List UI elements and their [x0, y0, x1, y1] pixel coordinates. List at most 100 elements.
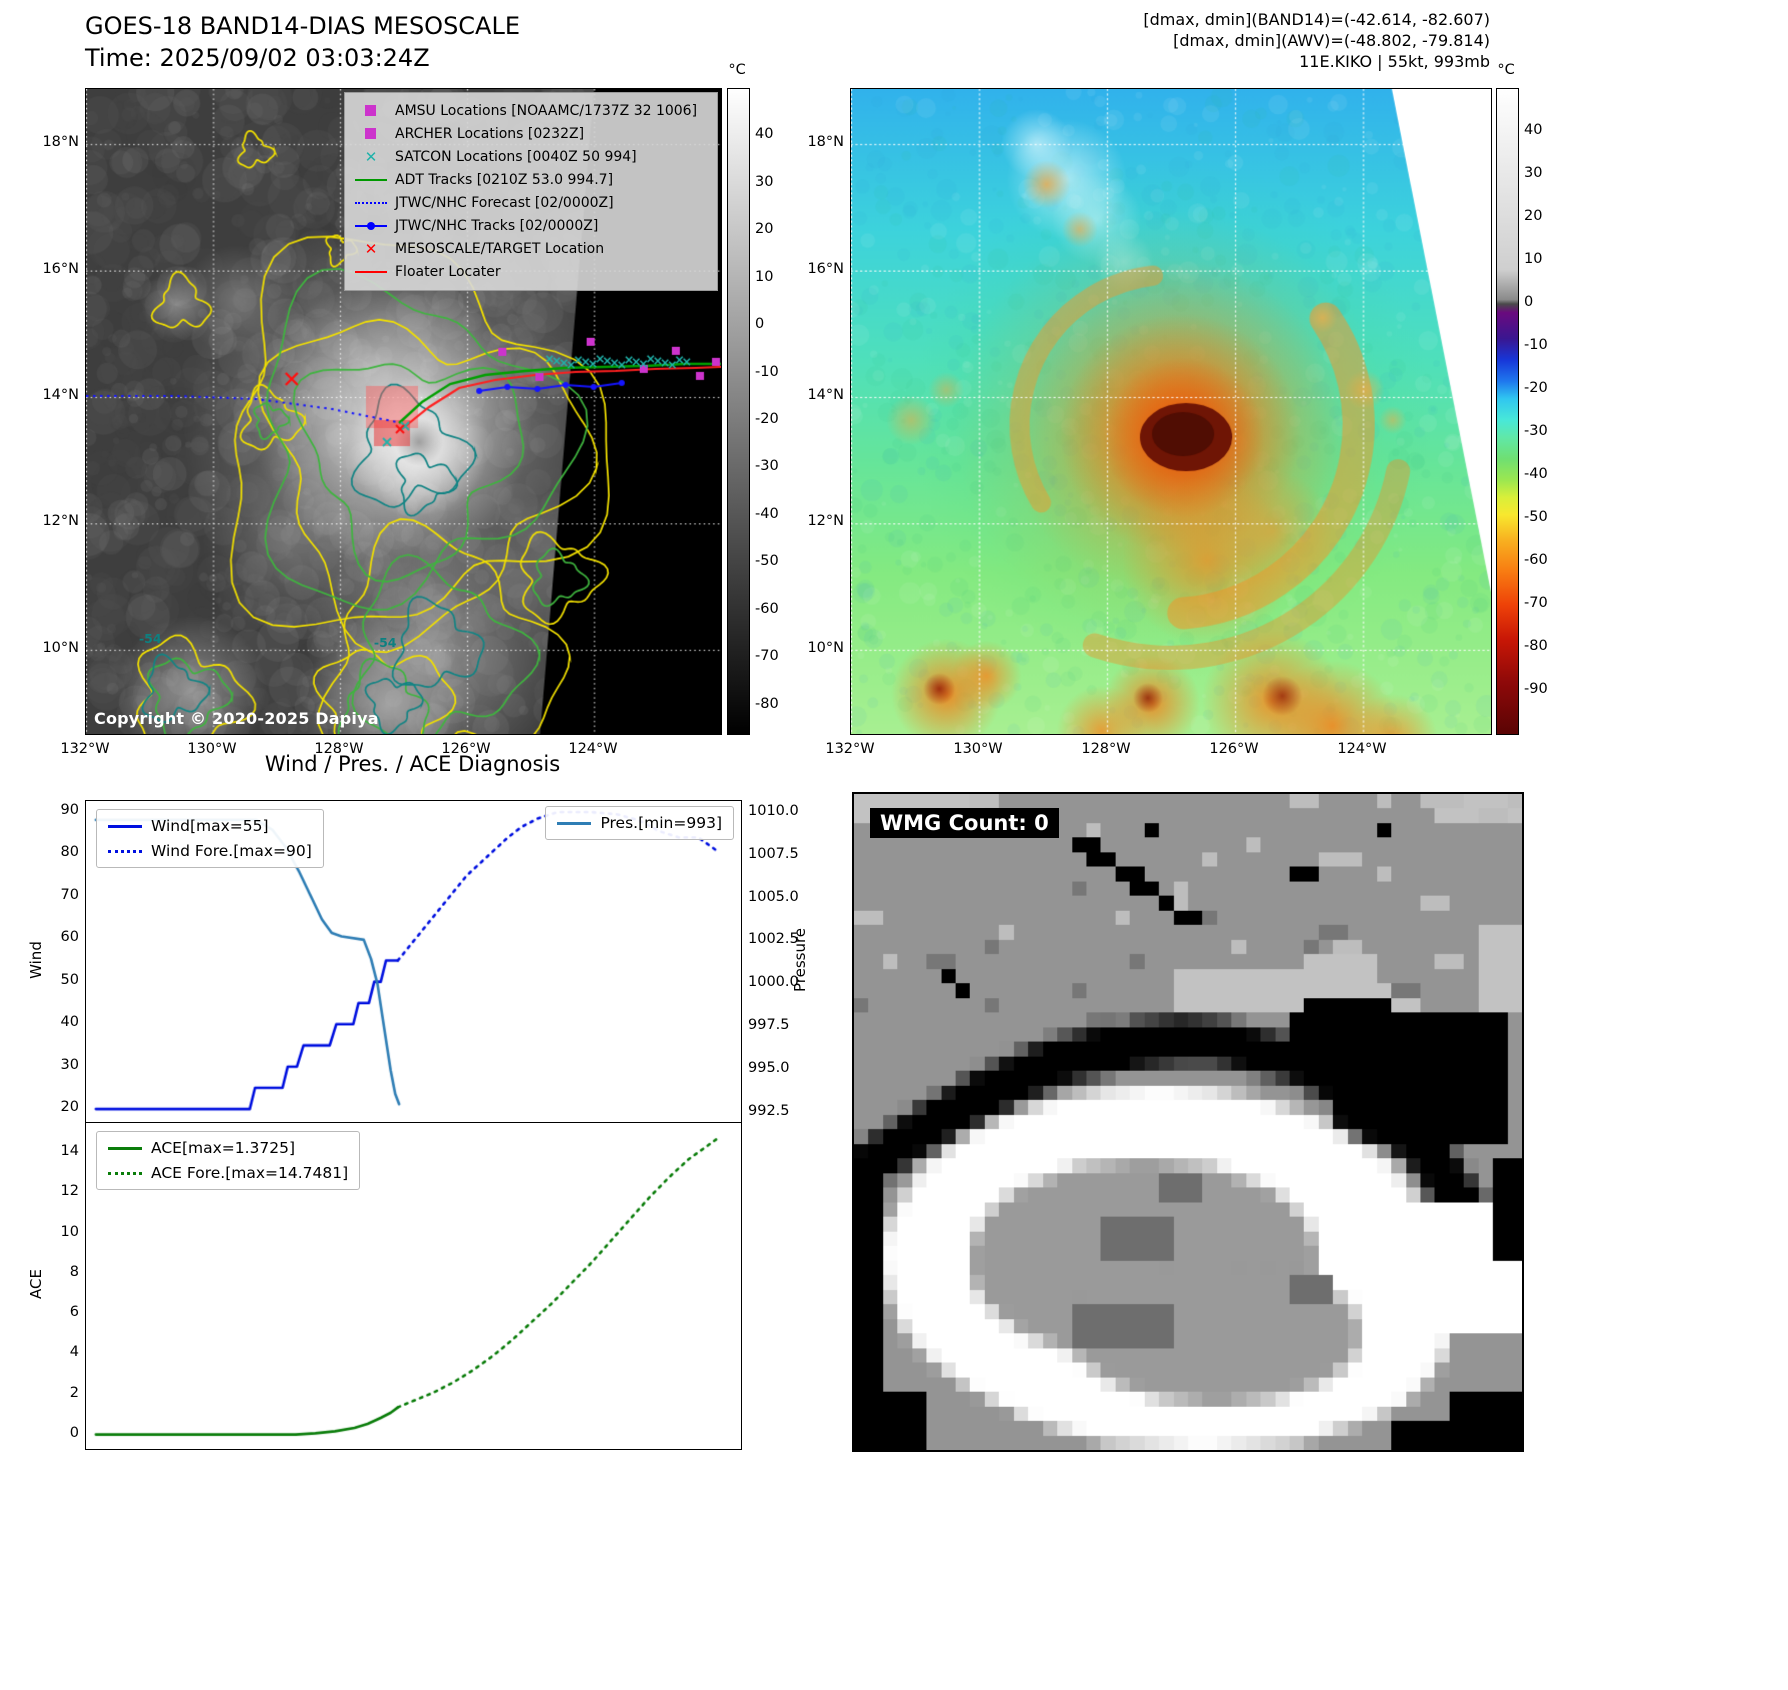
wind-tick-label: 80 — [60, 844, 79, 861]
ir-colorbar-tick: 0 — [755, 316, 765, 333]
legend-line-marker — [108, 1146, 142, 1150]
ir-legend-item: ADT Tracks [0210Z 53.0 994.7] — [355, 170, 707, 190]
wmg-panel: WMG Count: 0 — [852, 792, 1524, 1452]
wind-tick-label: 50 — [60, 971, 79, 988]
stat-band14: [dmax, dmin](BAND14)=(-42.614, -82.607) — [1143, 10, 1490, 29]
awv-colorbar-tick: -30 — [1524, 423, 1548, 439]
legend-label: MESOSCALE/TARGET Location — [395, 241, 605, 257]
ir-x-tick-label: 124°W — [568, 741, 618, 757]
ace-axis-label: ACE — [27, 1269, 45, 1299]
contour-value-label: -54 — [373, 634, 397, 650]
wind-tick-label: 30 — [60, 1056, 79, 1073]
ace-tick-label: 6 — [69, 1304, 79, 1321]
ir-colorbar-tick: 40 — [755, 126, 774, 143]
wind-tick-label: 20 — [60, 1099, 79, 1115]
ace-tick-label: 12 — [60, 1183, 79, 1200]
pressure-tick-label: 1007.5 — [748, 845, 799, 862]
legend-label: Wind[max=55] — [151, 817, 269, 835]
legend-item: ACE[max=1.3725] — [108, 1139, 348, 1157]
awv-y-tick-label: 16°N — [807, 260, 844, 277]
x-marker-icon: ✕ — [364, 148, 378, 166]
ir-x-tick-label: 132°W — [60, 741, 110, 757]
ir-legend-item: ARCHER Locations [0232Z] — [355, 124, 707, 144]
legend-label: JTWC/NHC Forecast [02/0000Z] — [395, 195, 614, 211]
awv-y-tick-label: 12°N — [807, 513, 844, 530]
legend-label: Floater Locater — [395, 264, 501, 280]
awv-x-tick-label: 128°W — [1081, 741, 1131, 757]
awv-colorbar-tick: -60 — [1524, 552, 1548, 568]
pressure-tick-label: 1010.0 — [748, 802, 799, 819]
legend-label: ARCHER Locations [0232Z] — [395, 126, 585, 142]
ace-tick-label: 4 — [69, 1344, 79, 1361]
storm-info: 11E.KIKO | 55kt, 993mb — [1299, 52, 1490, 71]
ir-colorbar-tick: -80 — [755, 695, 779, 712]
awv-y-tick-label: 14°N — [807, 386, 844, 403]
square-marker-icon — [355, 103, 387, 119]
ace-tick-label: 14 — [60, 1143, 79, 1160]
legend-label: JTWC/NHC Tracks [02/0000Z] — [395, 218, 599, 234]
ir-colorbar-tick: -20 — [755, 410, 779, 427]
legend-item: ACE Fore.[max=14.7481] — [108, 1164, 348, 1182]
ir-y-tick-label: 14°N — [42, 386, 79, 403]
ir-x-tick-label: 130°W — [187, 741, 237, 757]
legend-item: Wind[max=55] — [108, 817, 312, 835]
ir-y-tick-label: 16°N — [42, 260, 79, 277]
awv-colorbar-tick: -20 — [1524, 380, 1548, 396]
awv-color-panel — [850, 88, 1492, 735]
pressure-tick-label: 995.0 — [748, 1059, 790, 1076]
wmg-grid-image — [854, 794, 1522, 1450]
awv-colorbar-tick: 10 — [1524, 251, 1543, 267]
wmg-count-label: WMG Count: 0 — [870, 808, 1059, 838]
awv-colorbar-tick: 20 — [1524, 208, 1543, 224]
ir-legend-item: JTWC/NHC Forecast [02/0000Z] — [355, 193, 707, 213]
ir-colorbar-tick: -70 — [755, 648, 779, 665]
pressure-legend: Pres.[min=993] — [545, 806, 734, 840]
legend-label: AMSU Locations [NOAAMC/1737Z 32 1006] — [395, 103, 698, 119]
wind-legend: Wind[max=55] Wind Fore.[max=90] — [96, 809, 324, 868]
awv-x-tick-label: 124°W — [1337, 741, 1387, 757]
awv-colorbar-tick: -50 — [1524, 509, 1548, 525]
ir-map-legend: AMSU Locations [NOAAMC/1737Z 32 1006] ARC… — [344, 92, 718, 291]
awv-colorbar-tick: -90 — [1524, 681, 1548, 697]
ir-colorbar-tick: -60 — [755, 600, 779, 617]
wind-axis-label: Wind — [27, 941, 45, 979]
legend-label: Pres.[min=993] — [600, 814, 722, 832]
legend-line-marker — [108, 849, 142, 853]
ir-colorbar-tick: -40 — [755, 505, 779, 522]
awv-colorbar-tick: 40 — [1524, 122, 1543, 138]
figure-title: GOES-18 BAND14-DIAS MESOSCALE — [85, 12, 521, 40]
wind-tick-label: 70 — [60, 886, 79, 903]
ir-legend-item: JTWC/NHC Tracks [02/0000Z] — [355, 216, 707, 236]
awv-colorbar-tick: 30 — [1524, 165, 1543, 181]
awv-y-tick-label: 10°N — [807, 639, 844, 656]
awv-x-tick-label: 126°W — [1209, 741, 1259, 757]
ir-colorbar-tick: -10 — [755, 363, 779, 380]
awv-colorbar-tick: 0 — [1524, 294, 1534, 310]
awv-x-tick-label: 130°W — [953, 741, 1003, 757]
legend-label: SATCON Locations [0040Z 50 994] — [395, 149, 637, 165]
ir-colorbar-tick: 30 — [755, 173, 774, 190]
ir-colorbar — [727, 88, 750, 735]
awv-x-tick-label: 132°W — [825, 741, 875, 757]
ir-y-tick-label: 18°N — [42, 134, 79, 151]
ir-x-tick-label: 126°W — [441, 741, 491, 757]
ace-tick-label: 0 — [69, 1424, 79, 1441]
pressure-tick-label: 997.5 — [748, 1017, 790, 1034]
ir-y-tick-label: 12°N — [42, 513, 79, 530]
legend-label: ADT Tracks [0210Z 53.0 994.7] — [395, 172, 614, 188]
pressure-axis-label: Pressure — [791, 927, 809, 993]
ace-tick-label: 8 — [69, 1263, 79, 1280]
dotted-marker-icon — [355, 195, 387, 211]
pressure-tick-label: 1005.0 — [748, 888, 799, 905]
x-marker-icon: ✕ — [364, 240, 378, 258]
legend-line-marker — [108, 1171, 142, 1175]
wind-tick-label: 60 — [60, 929, 79, 946]
ir-legend-item: Floater Locater — [355, 262, 707, 282]
awv-color-satellite-image — [851, 89, 1491, 734]
awv-colorbar-tick: -80 — [1524, 638, 1548, 654]
awv-colorbar — [1496, 88, 1519, 735]
legend-label: ACE[max=1.3725] — [151, 1139, 296, 1157]
ir-legend-item: AMSU Locations [NOAAMC/1737Z 32 1006] — [355, 101, 707, 121]
pressure-tick-label: 1002.5 — [748, 931, 799, 948]
